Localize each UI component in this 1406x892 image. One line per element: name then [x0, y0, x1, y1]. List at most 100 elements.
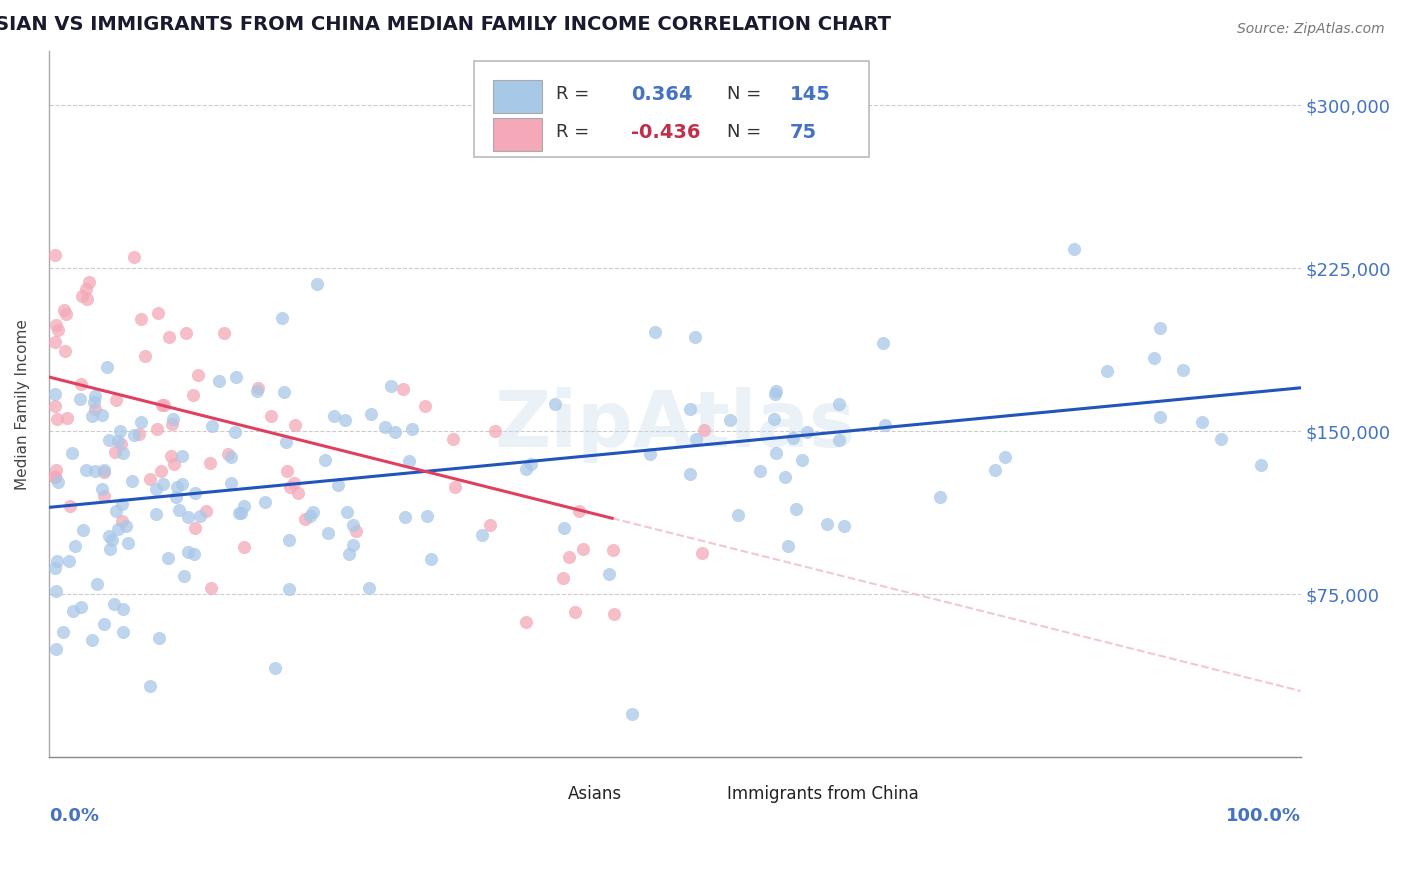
Point: [219, 450, 242, 464]
Point: [83, 394, 105, 409]
Point: [45, 463, 67, 477]
Point: [44, 561, 66, 575]
Point: [638, 447, 661, 461]
Point: [1063, 242, 1085, 256]
Point: [76, 293, 98, 307]
Point: [299, 508, 322, 523]
Point: [478, 518, 501, 533]
FancyBboxPatch shape: [685, 779, 721, 810]
Text: 0.364: 0.364: [631, 85, 692, 104]
Point: [278, 480, 301, 494]
Point: [187, 368, 209, 382]
Point: [59, 500, 82, 514]
Point: [394, 509, 416, 524]
Point: [44, 386, 66, 401]
Point: [284, 418, 307, 433]
Point: [157, 330, 180, 344]
Text: ASIAN VS IMMIGRANTS FROM CHINA MEDIAN FAMILY INCOME CORRELATION CHART: ASIAN VS IMMIGRANTS FROM CHINA MEDIAN FA…: [0, 15, 891, 34]
Point: [146, 306, 169, 320]
Point: [44, 469, 66, 483]
Point: [86, 577, 108, 591]
Point: [162, 411, 184, 425]
Point: [91, 408, 114, 422]
Point: [484, 424, 506, 438]
Point: [621, 706, 644, 721]
Point: [107, 522, 129, 536]
Point: [44, 334, 66, 349]
Point: [773, 470, 796, 484]
Point: [46, 411, 69, 425]
Point: [107, 434, 129, 448]
Point: [515, 615, 537, 629]
Point: [553, 571, 575, 585]
Point: [679, 401, 702, 416]
Point: [152, 476, 174, 491]
Point: [181, 388, 204, 402]
Point: [270, 311, 292, 326]
Point: [48, 475, 70, 489]
Point: [558, 549, 581, 564]
Point: [52, 624, 75, 639]
Point: [287, 486, 309, 500]
Point: [278, 582, 301, 597]
Point: [170, 449, 193, 463]
Point: [1149, 321, 1171, 335]
Point: [224, 425, 246, 439]
Point: [93, 616, 115, 631]
Point: [72, 523, 94, 537]
Point: [129, 416, 152, 430]
Text: 145: 145: [790, 85, 831, 104]
Point: [273, 385, 295, 400]
Point: [165, 491, 187, 505]
Point: [572, 542, 595, 557]
Point: [76, 463, 98, 477]
Point: [157, 551, 180, 566]
Point: [471, 528, 494, 542]
Point: [984, 463, 1007, 477]
FancyBboxPatch shape: [494, 119, 541, 151]
Point: [693, 423, 716, 437]
Point: [82, 409, 104, 423]
Point: [553, 521, 575, 535]
Point: [392, 383, 415, 397]
Point: [176, 510, 198, 524]
Point: [335, 413, 357, 427]
Point: [1191, 416, 1213, 430]
Point: [134, 349, 156, 363]
Point: [163, 457, 186, 471]
Point: [344, 524, 367, 538]
Point: [1149, 409, 1171, 424]
Point: [93, 463, 115, 477]
Point: [520, 457, 543, 471]
Point: [342, 538, 364, 552]
Point: [685, 432, 707, 446]
Point: [200, 581, 222, 595]
Point: [765, 446, 787, 460]
FancyBboxPatch shape: [474, 62, 869, 157]
Point: [148, 631, 170, 645]
Point: [790, 453, 813, 467]
Point: [160, 417, 183, 431]
Point: [515, 462, 537, 476]
Point: [322, 409, 344, 424]
Point: [316, 526, 339, 541]
Point: [929, 490, 952, 504]
Point: [103, 597, 125, 611]
Point: [153, 398, 176, 412]
Point: [53, 303, 76, 318]
Point: [828, 433, 851, 447]
Point: [873, 417, 896, 432]
Point: [45, 642, 67, 657]
Point: [105, 392, 128, 407]
Point: [217, 447, 239, 461]
Point: [283, 476, 305, 491]
Point: [184, 521, 207, 535]
Point: [55, 307, 77, 321]
Point: [75, 282, 97, 296]
Point: [360, 407, 382, 421]
Text: Asians: Asians: [568, 785, 623, 803]
Y-axis label: Median Family Income: Median Family Income: [15, 318, 30, 490]
Point: [994, 450, 1017, 464]
Point: [70, 288, 93, 302]
Point: [644, 326, 666, 340]
